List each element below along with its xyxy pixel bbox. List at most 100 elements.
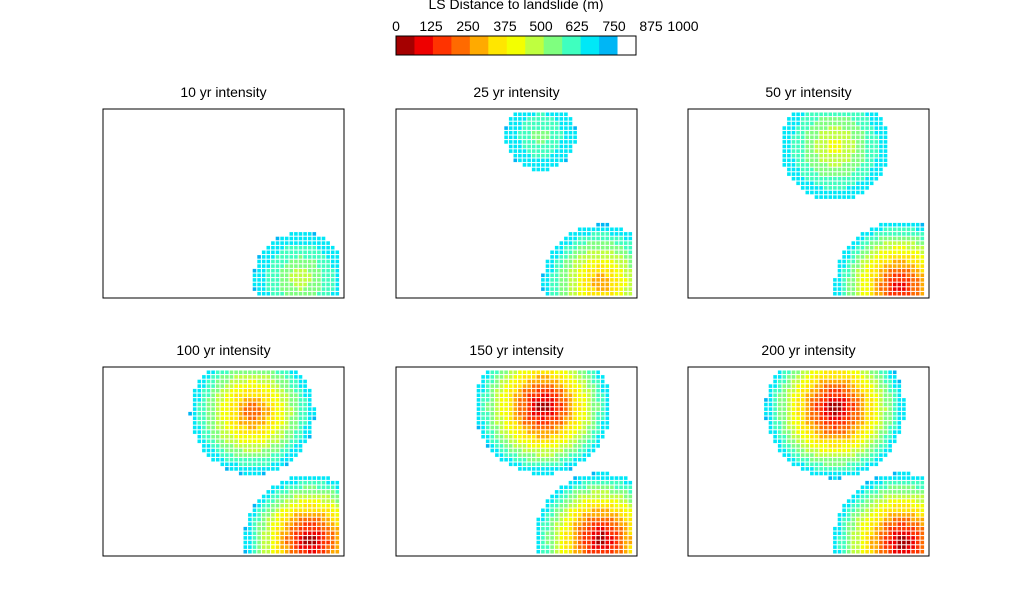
heatmap-cell bbox=[303, 278, 307, 282]
heatmap-cell bbox=[294, 291, 298, 296]
heatmap-cell bbox=[869, 264, 874, 268]
heatmap-cell bbox=[499, 430, 504, 434]
heatmap-cell bbox=[573, 250, 577, 255]
heatmap-cell bbox=[271, 526, 275, 531]
heatmap-cell bbox=[856, 245, 860, 250]
heatmap-cell bbox=[587, 268, 591, 273]
heatmap-cell bbox=[614, 259, 619, 264]
heatmap-cell bbox=[906, 494, 911, 499]
heatmap-cell bbox=[819, 190, 823, 195]
heatmap-cell bbox=[833, 448, 837, 453]
heatmap-cell bbox=[892, 503, 897, 508]
heatmap-cell bbox=[860, 172, 865, 176]
heatmap-cell bbox=[577, 259, 582, 264]
heatmap-cell bbox=[810, 425, 814, 430]
heatmap-cell bbox=[257, 453, 261, 457]
heatmap-cell bbox=[504, 126, 508, 130]
heatmap-cell bbox=[335, 490, 340, 494]
heatmap-cell bbox=[777, 416, 782, 421]
heatmap-cell bbox=[842, 135, 846, 140]
heatmap-cell bbox=[851, 163, 856, 167]
heatmap-cell bbox=[211, 388, 215, 393]
heatmap-cell bbox=[531, 140, 536, 144]
heatmap-cell bbox=[833, 444, 837, 448]
heatmap-cell bbox=[522, 462, 527, 467]
heatmap-cell bbox=[243, 526, 248, 531]
heatmap-cell bbox=[307, 273, 312, 278]
heatmap-cell bbox=[531, 384, 536, 388]
heatmap-cell bbox=[791, 112, 796, 117]
heatmap-cell bbox=[234, 402, 238, 407]
heatmap-cell bbox=[229, 402, 234, 407]
heatmap-cell bbox=[284, 480, 289, 485]
heatmap-cell bbox=[513, 398, 518, 402]
heatmap-cell bbox=[490, 398, 495, 402]
heatmap-cell bbox=[906, 245, 911, 250]
heatmap-cell bbox=[874, 135, 879, 140]
heatmap-cell bbox=[326, 503, 330, 508]
heatmap-cell bbox=[906, 536, 911, 540]
heatmap-cell bbox=[600, 379, 605, 384]
heatmap-cell bbox=[768, 407, 773, 411]
heatmap-cell bbox=[587, 264, 591, 268]
heatmap-cells bbox=[782, 112, 925, 296]
heatmap-cell bbox=[280, 291, 284, 296]
heatmap-cell bbox=[842, 411, 846, 416]
heatmap-cell bbox=[828, 393, 833, 398]
heatmap-cell bbox=[787, 453, 791, 457]
heatmap-cell bbox=[800, 421, 805, 425]
heatmap-cell bbox=[596, 232, 600, 236]
heatmap-cell bbox=[568, 245, 573, 250]
heatmap-cell bbox=[271, 398, 275, 402]
heatmap-cell bbox=[791, 462, 796, 467]
heatmap-cell bbox=[554, 144, 559, 149]
heatmap-cell bbox=[508, 434, 513, 439]
heatmap-cell bbox=[605, 531, 610, 536]
heatmap-cell bbox=[865, 430, 869, 434]
heatmap-cell bbox=[564, 536, 568, 540]
heatmap-cell bbox=[906, 526, 911, 531]
heatmap-cell bbox=[628, 549, 633, 554]
heatmap-cell bbox=[860, 135, 865, 140]
heatmap-cell bbox=[879, 402, 883, 407]
heatmap-cell bbox=[888, 375, 892, 379]
heatmap-cell bbox=[554, 545, 559, 549]
heatmap-cell bbox=[860, 490, 865, 494]
heatmap-cell bbox=[902, 232, 906, 236]
heatmap-cell bbox=[307, 536, 312, 540]
heatmap-cell bbox=[600, 407, 605, 411]
heatmap-cell bbox=[261, 384, 266, 388]
heatmap-cell bbox=[321, 291, 326, 296]
heatmap-cell bbox=[206, 439, 211, 444]
heatmap-cell bbox=[860, 121, 865, 126]
heatmap-cell bbox=[777, 448, 782, 453]
heatmap-cell bbox=[906, 222, 911, 227]
heatmap-cell bbox=[623, 273, 628, 278]
heatmap-cell bbox=[303, 494, 307, 499]
heatmap-cell bbox=[261, 273, 266, 278]
heatmap-cell bbox=[225, 439, 229, 444]
heatmap-cell bbox=[865, 411, 869, 416]
heatmap-cell bbox=[879, 172, 883, 176]
heatmap-cell bbox=[577, 531, 582, 536]
heatmap-cell bbox=[888, 416, 892, 421]
heatmap-cell bbox=[920, 264, 925, 268]
heatmap-cell bbox=[805, 121, 810, 126]
heatmap-cell bbox=[284, 517, 289, 522]
heatmap-cell bbox=[920, 513, 925, 517]
heatmap-cell bbox=[303, 499, 307, 503]
heatmap-cell bbox=[892, 250, 897, 255]
heatmap-cell bbox=[787, 370, 791, 375]
heatmap-cell bbox=[266, 522, 271, 526]
heatmap-cell bbox=[842, 370, 846, 375]
heatmap-cell bbox=[897, 536, 902, 540]
heatmap-cell bbox=[330, 517, 335, 522]
heatmap-cell bbox=[573, 135, 577, 140]
heatmap-cell bbox=[541, 536, 545, 540]
heatmap-cell bbox=[856, 457, 860, 462]
heatmap-cell bbox=[554, 112, 559, 117]
heatmap-cell bbox=[303, 425, 307, 430]
heatmap-cell bbox=[902, 222, 906, 227]
heatmap-cell bbox=[330, 540, 335, 545]
heatmap-cell bbox=[271, 503, 275, 508]
